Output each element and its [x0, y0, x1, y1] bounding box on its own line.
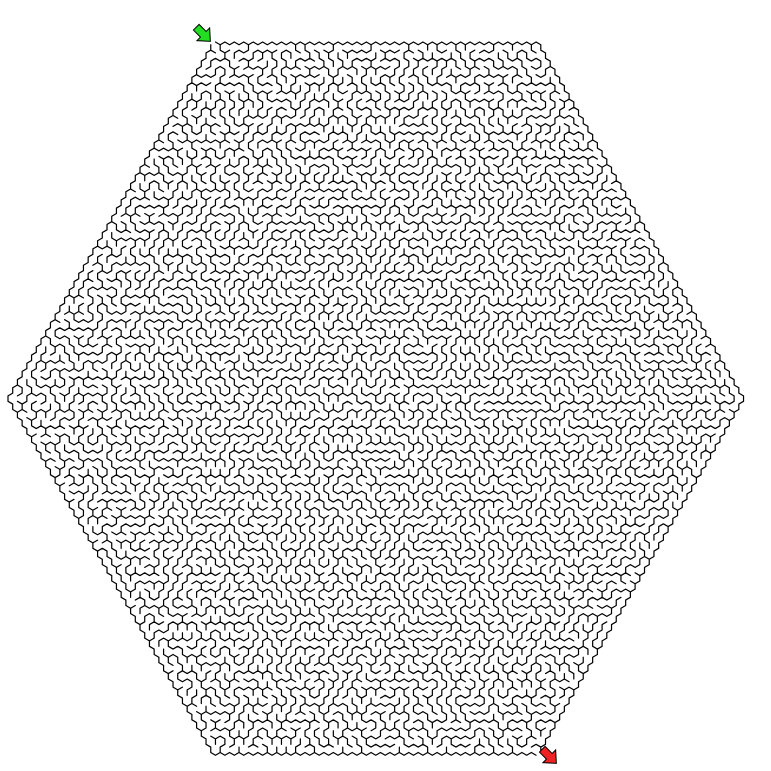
start-arrow — [192, 23, 211, 42]
end-arrow — [538, 745, 557, 764]
start-arrow-shape — [192, 23, 211, 42]
maze-walls — [7, 41, 745, 756]
wall-lines — [7, 41, 745, 756]
end-arrow-shape — [538, 745, 557, 764]
